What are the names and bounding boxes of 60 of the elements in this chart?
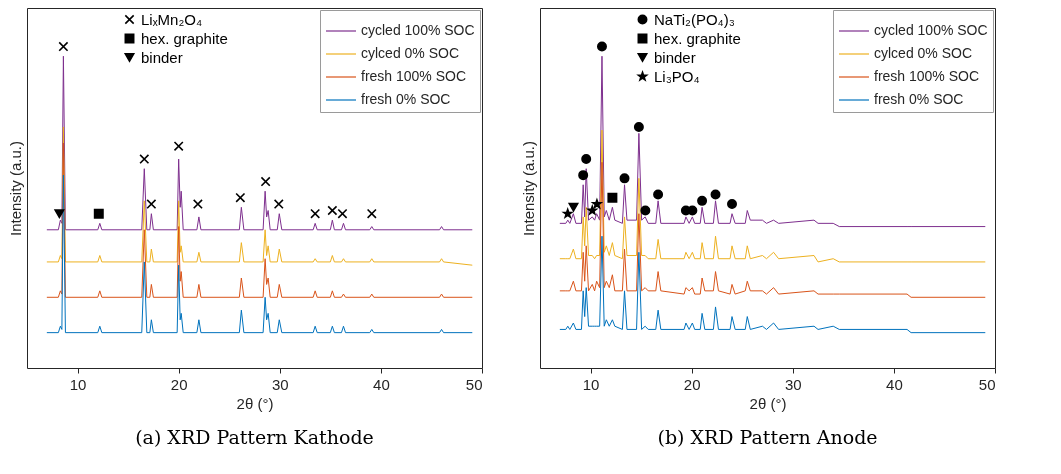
legend-label: binder — [141, 48, 183, 66]
point — [366, 208, 377, 219]
legend-label: fresh 100% SOC — [361, 68, 467, 84]
legend-label: hex. graphite — [654, 29, 741, 47]
point — [139, 154, 150, 165]
point — [58, 41, 69, 52]
point — [327, 205, 338, 216]
x-tick-label: 20 — [170, 375, 188, 393]
x-tick-label: 10 — [69, 375, 87, 393]
x-tick-label: 40 — [373, 375, 390, 393]
point — [587, 205, 598, 215]
legend-label: cycled 100% SOC — [361, 22, 475, 38]
legend-label: cycled 100% SOC — [874, 22, 988, 38]
point — [235, 192, 246, 203]
x-tick-label: 30 — [271, 375, 289, 393]
point — [597, 41, 607, 52]
point — [310, 208, 321, 219]
x-tick-label: 30 — [784, 375, 802, 393]
legend-label: NaTi₂(PO₄)₃ — [654, 10, 735, 28]
point — [697, 195, 708, 206]
point — [619, 173, 630, 184]
point — [337, 208, 348, 219]
x-tick-label: 40 — [886, 375, 903, 393]
point — [54, 209, 65, 219]
legend-label: cylced 0% SOC — [874, 45, 973, 61]
point — [192, 199, 203, 210]
point — [727, 199, 737, 210]
x-tick-label: 50 — [978, 375, 996, 393]
legend-label: Li₃PO₄ — [654, 67, 700, 85]
legend-label: LiₓMn₂O₄ — [141, 10, 203, 28]
point — [633, 121, 644, 132]
point — [273, 199, 284, 210]
x-axis-title: 2θ (°) — [749, 394, 787, 412]
point — [146, 199, 157, 210]
point — [173, 141, 184, 152]
x-tick-label: 20 — [683, 375, 701, 393]
legend-label: fresh 0% SOC — [874, 91, 964, 107]
y-axis-title: Intensity (a.u.) — [519, 140, 537, 237]
legend-label: binder — [654, 48, 696, 66]
point — [568, 202, 579, 212]
point — [260, 176, 271, 187]
point — [640, 205, 651, 216]
legend-label: fresh 0% SOC — [361, 91, 451, 107]
point — [653, 189, 664, 200]
x-tick-label: 50 — [465, 375, 483, 393]
point — [93, 208, 104, 219]
point — [607, 192, 618, 203]
point — [710, 189, 721, 200]
point — [578, 170, 589, 181]
x-axis-title: 2θ (°) — [236, 394, 274, 412]
x-tick-label: 10 — [582, 375, 600, 393]
legend-label: fresh 100% SOC — [874, 68, 980, 84]
point — [581, 154, 592, 165]
point — [687, 205, 698, 216]
y-axis-title: Intensity (a.u.) — [6, 140, 24, 237]
legend-label: cylced 0% SOC — [361, 45, 460, 61]
point — [562, 208, 573, 218]
text: (b) XRD Pattern Anode — [657, 426, 878, 448]
text: (a) XRD Pattern Kathode — [135, 426, 374, 448]
legend-label: hex. graphite — [141, 29, 228, 47]
